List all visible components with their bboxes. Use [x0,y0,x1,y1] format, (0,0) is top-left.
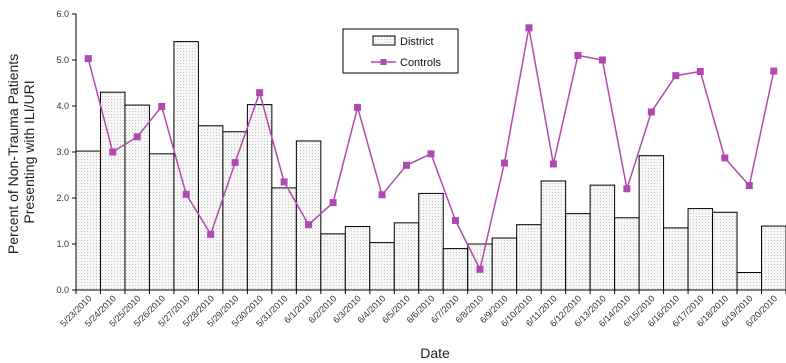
bar-district-5-26-2010 [148,153,175,291]
point-controls-6-18-2010 [721,154,729,162]
bar-district-6-3-2010 [344,226,371,291]
bar-district-6-2-2010 [320,233,346,291]
legend-swatch-district [372,35,396,46]
y-tick-label: 0.0 [56,285,69,295]
point-controls-6-1-2010 [305,221,313,229]
bar-district-6-12-2010 [565,213,591,291]
bar-district-6-4-2010 [369,242,395,291]
bar-district-6-6-2010 [418,192,444,291]
y-ticks: 0.0 1.0 2.0 3.0 4.0 5.0 6.0 [56,9,76,295]
y-axis-title-line1: Percent of Non-Trauma Patients [5,54,21,254]
bar-district-5-24-2010 [99,91,126,291]
point-controls-6-12-2010 [574,51,582,59]
legend-swatch-controls-marker [380,59,387,65]
legend-box [342,28,459,74]
point-controls-6-17-2010 [696,68,704,75]
y-tick-label: 2.0 [56,193,69,203]
bar-district-5-31-2010 [271,187,297,291]
x-ticks: 5/23/20105/24/20105/25/20105/26/20105/27… [58,290,786,329]
bar-district-6-7-2010 [442,248,469,291]
point-controls-5-24-2010 [109,148,117,156]
y-tick-label: 6.0 [56,9,69,19]
point-controls-6-2-2010 [329,199,337,207]
legend: District Controls [342,28,459,74]
point-controls-6-13-2010 [598,56,606,64]
point-controls-6-16-2010 [672,72,680,80]
point-controls-6-3-2010 [354,103,362,111]
point-controls-6-15-2010 [647,108,655,116]
bar-district-6-14-2010 [614,217,640,291]
bar-district-6-5-2010 [393,222,420,291]
y-axis-title-line2: Presenting with ILI/URI [21,80,37,223]
point-controls-6-5-2010 [403,161,411,169]
line-layer [84,24,778,273]
point-controls-6-14-2010 [623,185,631,193]
point-controls-6-11-2010 [549,160,557,168]
y-tick-label: 1.0 [56,239,69,249]
y-tick-label: 4.0 [56,101,69,111]
y-axis-title: Percent of Non-Trauma Patients Presentin… [5,50,37,254]
bar-district-6-17-2010 [687,208,714,291]
point-controls-5-29-2010 [231,159,239,167]
bar-district-5-30-2010 [246,104,273,291]
bar-district-5-25-2010 [124,104,150,291]
y-tick-label: 3.0 [56,147,69,157]
point-controls-5-31-2010 [280,178,288,186]
bar-district-6-19-2010 [736,272,763,291]
point-controls-5-26-2010 [158,102,166,110]
point-controls-6-8-2010 [476,265,484,273]
point-controls-6-20-2010 [770,67,778,75]
point-controls-5-27-2010 [182,190,190,198]
legend-label-controls: Controls [400,57,441,69]
point-controls-6-19-2010 [745,182,753,190]
point-controls-6-7-2010 [451,217,459,225]
point-controls-6-6-2010 [427,150,435,158]
bar-district-6-18-2010 [712,211,738,291]
legend-label-district: District [400,36,434,48]
bar-district-6-15-2010 [638,155,665,291]
bar-district-6-10-2010 [516,224,542,291]
point-controls-5-23-2010 [84,55,92,63]
point-controls-6-10-2010 [525,24,533,32]
bar-district-6-1-2010 [295,140,322,291]
x-axis-title: Date [420,345,450,361]
bar-district-6-16-2010 [663,227,689,291]
bar-district-6-9-2010 [491,237,518,291]
point-controls-5-30-2010 [256,89,264,97]
point-controls-6-9-2010 [500,159,508,167]
bar-district-6-20-2010 [761,225,786,291]
bar-district-6-13-2010 [589,184,616,291]
point-controls-5-25-2010 [133,133,141,141]
bars-layer [75,41,786,291]
bar-district-5-23-2010 [75,150,101,291]
bar-district-6-11-2010 [540,180,567,291]
point-controls-5-28-2010 [207,230,215,238]
y-tick-label: 5.0 [56,55,69,65]
point-controls-6-4-2010 [378,191,386,199]
bar-district-5-29-2010 [222,131,248,291]
